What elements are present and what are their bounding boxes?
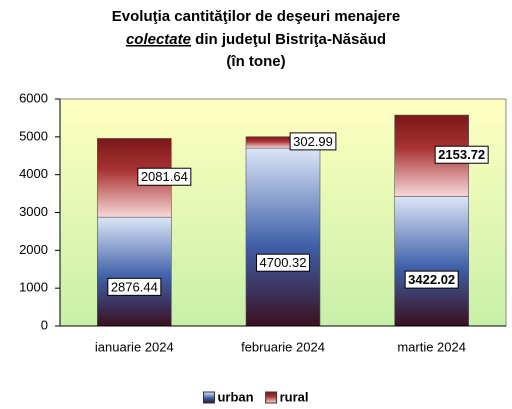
x-tick-label: februarie 2024 — [241, 339, 325, 354]
data-label-group: 3422.02 — [404, 270, 459, 289]
y-tick-label: 4000 — [19, 166, 48, 181]
legend-label: rural — [280, 389, 309, 404]
data-label-group: 2153.72 — [434, 145, 489, 164]
data-label: 2876.44 — [111, 279, 158, 294]
data-label: 4700.32 — [260, 255, 307, 270]
legend-label: urban — [217, 389, 253, 404]
data-label-box — [256, 253, 310, 272]
legend-swatch — [265, 391, 278, 404]
bar-segment — [245, 147, 321, 327]
chart-subtitle: (în tone) — [226, 53, 285, 70]
data-label-box — [137, 167, 192, 186]
data-label: 302.99 — [293, 134, 333, 149]
chart-title: colectate din judeţul Bistriţa-Năsăud — [126, 31, 386, 48]
data-label: 2081.64 — [141, 169, 188, 184]
data-label-group: 2081.64 — [137, 167, 192, 186]
bar-segment — [97, 216, 172, 327]
data-label: 3422.02 — [408, 272, 455, 287]
legend-swatch — [202, 391, 215, 404]
y-tick-label: 0 — [41, 317, 48, 332]
legend: urban rural — [202, 389, 309, 404]
title-part: din judeţul Bistriţa-Năsăud — [195, 31, 386, 48]
y-tick-label: 6000 — [19, 90, 48, 105]
y-tick-label: 3000 — [19, 204, 48, 219]
x-tick-label: martie 2024 — [397, 339, 466, 354]
title-emphasis: colectate — [126, 31, 191, 48]
data-label-group: 4700.32 — [256, 253, 310, 272]
chart-title: Evoluţia cantităţilor de deşeuri menajer… — [112, 8, 400, 25]
data-label-box — [289, 132, 337, 151]
data-label-box — [107, 277, 162, 296]
x-tick-label: ianuarie 2024 — [95, 339, 174, 354]
data-label-group: 302.99 — [289, 132, 337, 151]
y-tick-label: 1000 — [19, 280, 48, 295]
data-label-group: 2876.44 — [107, 277, 162, 296]
data-label-box — [404, 270, 459, 289]
data-label: 2153.72 — [438, 147, 485, 162]
y-tick-label: 5000 — [19, 128, 48, 143]
data-label-box — [434, 145, 489, 164]
y-tick-label: 2000 — [19, 242, 48, 257]
bar-segment — [394, 196, 469, 327]
